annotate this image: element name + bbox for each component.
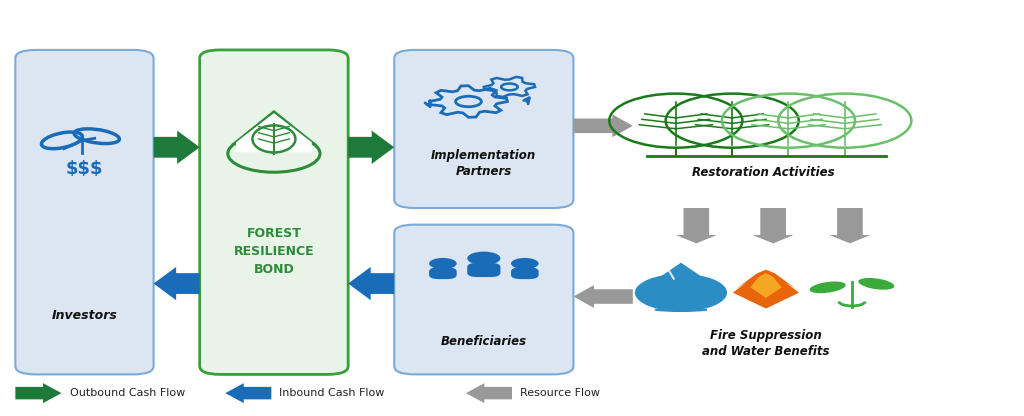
Polygon shape <box>348 131 394 164</box>
Polygon shape <box>225 383 271 403</box>
Text: Resource Flow: Resource Flow <box>520 388 600 398</box>
FancyBboxPatch shape <box>15 50 154 374</box>
Text: Investors: Investors <box>51 310 118 322</box>
Polygon shape <box>348 267 394 300</box>
Text: $$$: $$$ <box>66 161 103 178</box>
FancyBboxPatch shape <box>511 267 539 279</box>
Circle shape <box>511 258 539 269</box>
Text: Implementation
Partners: Implementation Partners <box>431 149 537 178</box>
FancyBboxPatch shape <box>394 50 573 208</box>
Polygon shape <box>236 113 311 152</box>
Polygon shape <box>573 285 633 308</box>
Polygon shape <box>829 208 870 243</box>
Polygon shape <box>753 208 794 243</box>
Ellipse shape <box>810 282 846 293</box>
Text: Inbound Cash Flow: Inbound Cash Flow <box>279 388 384 398</box>
FancyBboxPatch shape <box>467 263 501 277</box>
Polygon shape <box>573 114 633 137</box>
Ellipse shape <box>858 278 894 290</box>
FancyBboxPatch shape <box>429 267 457 279</box>
Text: Restoration Activities: Restoration Activities <box>691 166 835 179</box>
Polygon shape <box>751 273 781 298</box>
Circle shape <box>429 258 457 269</box>
Text: Outbound Cash Flow: Outbound Cash Flow <box>70 388 185 398</box>
Polygon shape <box>236 112 313 143</box>
FancyBboxPatch shape <box>394 225 573 374</box>
FancyBboxPatch shape <box>200 50 348 374</box>
Text: Fire Suppression
and Water Benefits: Fire Suppression and Water Benefits <box>702 329 829 358</box>
Text: Beneficiaries: Beneficiaries <box>440 335 527 348</box>
Text: FOREST
RESILIENCE
BOND: FOREST RESILIENCE BOND <box>233 227 314 275</box>
Polygon shape <box>154 131 200 164</box>
Polygon shape <box>676 208 717 243</box>
Polygon shape <box>733 270 799 309</box>
Polygon shape <box>466 383 512 403</box>
Polygon shape <box>642 263 720 289</box>
Polygon shape <box>15 383 61 403</box>
Circle shape <box>635 274 727 311</box>
Polygon shape <box>154 267 200 300</box>
Circle shape <box>467 252 501 265</box>
